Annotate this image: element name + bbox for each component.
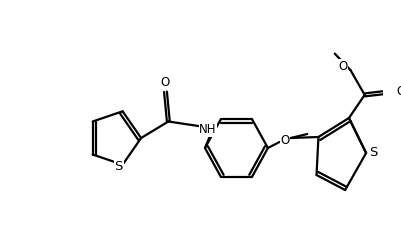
Text: O: O [337,60,346,73]
Text: O: O [395,85,401,98]
Text: S: S [369,146,377,160]
Text: O: O [280,133,289,146]
Text: NH: NH [199,123,216,136]
Text: S: S [114,160,123,173]
Text: O: O [160,76,170,89]
